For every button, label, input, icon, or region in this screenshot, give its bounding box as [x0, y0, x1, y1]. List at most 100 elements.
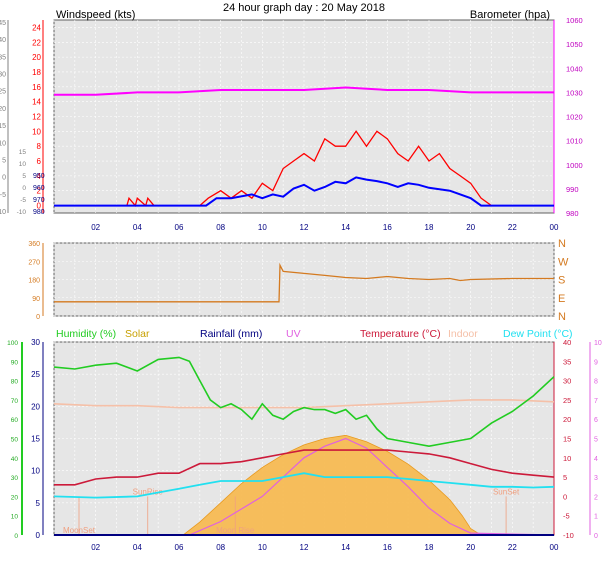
- wind-y-tick: 6: [37, 157, 42, 166]
- uv-y-tick: 6: [594, 417, 598, 424]
- extra-outer-tick: 5: [22, 173, 26, 180]
- direction-y-tick: 360: [28, 241, 40, 248]
- humidity-y-tick: 70: [11, 398, 19, 405]
- direction-y-tick: 90: [32, 296, 40, 303]
- time-tick: 16: [383, 543, 392, 552]
- legend-entry: Humidity (%): [56, 328, 116, 340]
- weather-series: SunRise SunSet MoonSet Moon Rise: [53, 356, 555, 536]
- uv-y-tick: 2: [594, 494, 598, 501]
- outer-y-tick: 30: [0, 72, 6, 79]
- time-tick: 04: [133, 223, 142, 232]
- time-tick: 18: [425, 223, 434, 232]
- time-tick: 10: [258, 223, 267, 232]
- wind-y-tick: 14: [32, 98, 41, 107]
- wind-direction-line: [54, 262, 554, 303]
- outer-y-tick: 0: [2, 175, 6, 182]
- time-tick: 04: [133, 543, 142, 552]
- baro-tick: 1050: [566, 40, 583, 49]
- time-tick: 14: [341, 223, 350, 232]
- time-tick: 08: [216, 543, 225, 552]
- outer-y-tick: 35: [0, 54, 6, 61]
- humidity-y-tick: 10: [11, 514, 19, 521]
- outer-y-tick: 20: [0, 106, 6, 113]
- annotation-label: SunRise: [133, 487, 164, 496]
- extra-outer-tick: 0: [22, 185, 26, 192]
- weather-legend: Humidity (%) Solar Rainfall (mm) UV Temperat…: [56, 328, 573, 340]
- temp-y-tick: 5: [563, 473, 567, 482]
- wind-grid: [53, 20, 555, 213]
- outer-y-tick: 15: [0, 123, 6, 130]
- temp-y-tick: 0: [563, 492, 567, 501]
- annotation-label: Moon Rise: [216, 526, 255, 535]
- annotation-label: SunSet: [493, 487, 520, 496]
- time-tick: 16: [383, 223, 392, 232]
- baro-tick: 1020: [566, 113, 583, 122]
- direction-y-tick: 270: [28, 259, 40, 266]
- wind-y-tick: 12: [32, 113, 41, 122]
- time-tick: 14: [341, 543, 350, 552]
- compass-tick: N: [558, 311, 566, 323]
- humidity-y-tick: 20: [11, 494, 19, 501]
- temp-y-tick: 40: [563, 338, 571, 347]
- time-tick: 12: [300, 543, 309, 552]
- direction-grid: [53, 242, 555, 317]
- outer-y-tick: 40: [0, 37, 6, 44]
- humidity-y-tick: 50: [11, 437, 19, 444]
- legend-entry: UV: [286, 328, 301, 340]
- direction-y-tick: 180: [28, 278, 40, 285]
- uv-y-tick: 9: [594, 359, 598, 366]
- temp-y-tick: 30: [563, 377, 571, 386]
- rain-y-tick: 5: [36, 499, 41, 508]
- rain-y-tick: 0: [36, 531, 41, 540]
- temp-y-tick: 10: [563, 454, 571, 463]
- temp-y-tick: 20: [563, 415, 571, 424]
- time-tick: 10: [258, 543, 267, 552]
- humidity-y-tick: 40: [11, 456, 19, 463]
- wind-y-tick: 22: [32, 38, 41, 47]
- uv-line: [54, 437, 555, 536]
- wind-y-tick: 20: [32, 53, 41, 62]
- extra-outer-tick: 10: [19, 161, 27, 168]
- extra-outer-tick: 15: [19, 149, 27, 156]
- gust-speed-line: [54, 130, 554, 207]
- outer-y-tick: 45: [0, 20, 6, 27]
- extra-tick: 980: [33, 209, 45, 216]
- rain-y-tick: 20: [31, 402, 40, 411]
- extra-tick: 960: [33, 185, 45, 192]
- baro-tick: 1010: [566, 137, 583, 146]
- temp-y-tick: 25: [563, 396, 571, 405]
- wind-y-tick: 0: [37, 202, 42, 211]
- compass-tick: N: [558, 238, 566, 250]
- baro-tick: 1000: [566, 161, 583, 170]
- avg-speed-line: [54, 176, 554, 207]
- compass-tick: S: [558, 275, 565, 287]
- time-tick: 18: [425, 543, 434, 552]
- extra-outer-tick: -5: [20, 197, 26, 204]
- wind-y-tick: 2: [37, 187, 42, 196]
- wind-series: [54, 86, 554, 207]
- time-tick: 22: [508, 543, 517, 552]
- wind-baro-panel: Windspeed (kts) Barometer (hpa) 02468101…: [0, 9, 583, 232]
- rain-y-tick: 30: [31, 338, 40, 347]
- uv-y-tick: 4: [594, 456, 598, 463]
- uv-y-tick: 5: [594, 437, 598, 444]
- outer-y-tick: 25: [0, 89, 6, 96]
- annotation-label: MoonSet: [63, 526, 96, 535]
- uv-y-tick: 0: [594, 533, 598, 540]
- time-tick: 00: [550, 223, 559, 232]
- barometer-line: [54, 86, 554, 96]
- compass-tick: E: [558, 293, 565, 305]
- wind-y-tick: 24: [32, 23, 41, 32]
- humidity-y-tick: 60: [11, 417, 19, 424]
- extra-outer-tick: -10: [17, 209, 27, 216]
- legend-entry: Rainfall (mm): [200, 328, 262, 340]
- wind-y-tick: 18: [32, 68, 41, 77]
- wind-y-tick: 4: [37, 172, 42, 181]
- humidity-y-tick: 0: [14, 533, 18, 540]
- direction-y-tick: 0: [36, 314, 40, 321]
- uv-y-tick: 8: [594, 379, 598, 386]
- baro-tick: 1040: [566, 64, 583, 73]
- outer-y-tick: -10: [0, 209, 6, 216]
